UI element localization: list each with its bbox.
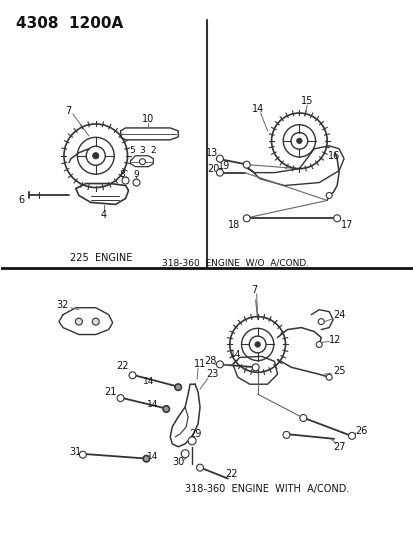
Text: 32: 32 xyxy=(57,300,69,310)
Text: 18: 18 xyxy=(227,220,240,230)
Circle shape xyxy=(175,384,181,390)
Text: 31: 31 xyxy=(70,447,82,457)
Text: 20: 20 xyxy=(206,164,218,174)
Circle shape xyxy=(93,152,99,159)
Circle shape xyxy=(92,318,99,325)
Circle shape xyxy=(188,437,196,445)
Circle shape xyxy=(299,415,306,422)
Text: 28: 28 xyxy=(203,357,216,366)
Text: 12: 12 xyxy=(328,335,340,344)
Circle shape xyxy=(296,138,301,143)
Text: 19: 19 xyxy=(217,160,230,171)
Text: 4308  1200A: 4308 1200A xyxy=(16,15,123,31)
Circle shape xyxy=(143,456,149,462)
Circle shape xyxy=(325,192,331,198)
Text: 14: 14 xyxy=(251,104,263,114)
Text: 29: 29 xyxy=(188,429,201,439)
Circle shape xyxy=(348,432,355,439)
Text: 11: 11 xyxy=(193,359,206,369)
Circle shape xyxy=(216,169,223,176)
Circle shape xyxy=(216,155,223,162)
Circle shape xyxy=(181,450,189,458)
Circle shape xyxy=(325,374,331,380)
Text: 6: 6 xyxy=(18,196,24,205)
Circle shape xyxy=(252,364,259,371)
Text: 10: 10 xyxy=(142,114,154,124)
Circle shape xyxy=(316,342,321,348)
Text: 26: 26 xyxy=(354,426,366,436)
Text: 22: 22 xyxy=(116,361,128,372)
Circle shape xyxy=(133,179,140,186)
Circle shape xyxy=(282,431,289,438)
Text: 318-360  ENGINE  WITH  A/COND.: 318-360 ENGINE WITH A/COND. xyxy=(184,483,348,494)
Circle shape xyxy=(139,159,145,165)
Circle shape xyxy=(318,319,323,325)
Text: 7: 7 xyxy=(65,106,71,116)
Text: 8: 8 xyxy=(119,170,125,179)
Circle shape xyxy=(163,406,169,412)
Text: 9: 9 xyxy=(133,170,139,179)
Text: 24: 24 xyxy=(332,310,344,320)
Text: 14: 14 xyxy=(230,350,241,359)
Circle shape xyxy=(129,372,135,379)
Circle shape xyxy=(243,215,249,222)
Text: 30: 30 xyxy=(172,457,184,467)
Text: 14: 14 xyxy=(146,452,158,461)
Circle shape xyxy=(162,406,169,413)
Text: 15: 15 xyxy=(300,96,313,106)
Text: 16: 16 xyxy=(327,151,339,161)
Text: 3: 3 xyxy=(139,146,145,155)
Text: 14: 14 xyxy=(142,377,154,386)
Text: 22: 22 xyxy=(225,469,237,479)
Circle shape xyxy=(117,394,124,401)
Text: 27: 27 xyxy=(332,442,344,452)
Circle shape xyxy=(254,342,260,348)
Text: 5: 5 xyxy=(129,146,135,155)
Circle shape xyxy=(79,451,86,458)
Text: 25: 25 xyxy=(332,366,344,376)
Text: 225  ENGINE: 225 ENGINE xyxy=(69,253,132,263)
Text: 23: 23 xyxy=(205,369,218,379)
Text: 2: 2 xyxy=(150,146,156,155)
Text: 17: 17 xyxy=(340,220,352,230)
Circle shape xyxy=(216,361,223,368)
Text: 14: 14 xyxy=(146,400,158,409)
Circle shape xyxy=(75,318,82,325)
Circle shape xyxy=(196,464,203,471)
Text: 318-360  ENGINE  W/O  A/COND.: 318-360 ENGINE W/O A/COND. xyxy=(162,259,309,268)
Text: 13: 13 xyxy=(205,148,218,158)
Text: 7: 7 xyxy=(251,285,257,295)
Circle shape xyxy=(333,215,340,222)
Text: 21: 21 xyxy=(104,387,116,397)
Circle shape xyxy=(142,455,150,462)
Circle shape xyxy=(243,161,249,168)
Circle shape xyxy=(174,384,181,391)
Circle shape xyxy=(122,177,129,184)
Text: 4: 4 xyxy=(100,211,107,220)
